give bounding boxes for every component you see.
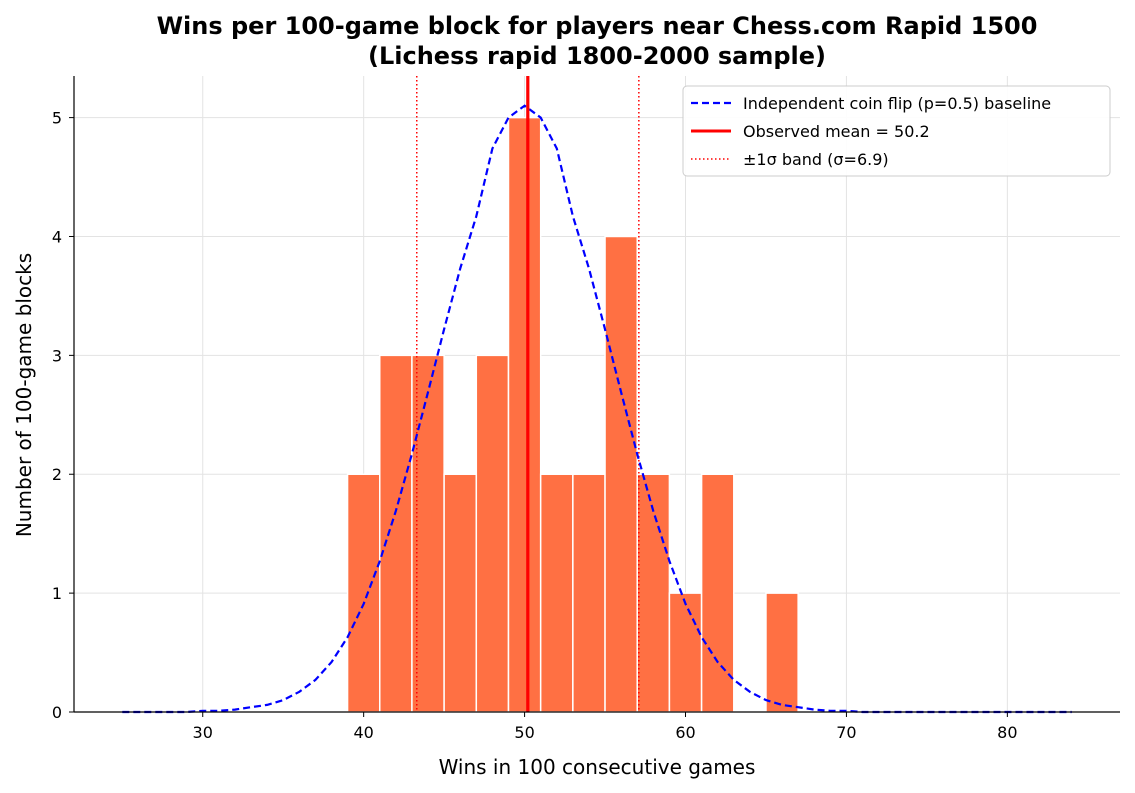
legend-sigma-label: ±1σ band (σ=6.9) (743, 150, 889, 169)
histogram-bar-11 (700, 473, 735, 713)
x-axis-label: Wins in 100 consecutive games (439, 755, 756, 779)
x-tick-label-1: 40 (353, 723, 373, 742)
chart-title: Wins per 100-game block for players near… (157, 12, 1038, 40)
histogram-bar-8 (604, 235, 638, 713)
histogram-bar-7 (572, 473, 606, 713)
axes: 30 40 50 60 70 80 0 1 2 3 4 5 (52, 76, 1120, 742)
y-tick-label-1: 1 (52, 584, 62, 603)
y-tick-label-4: 4 (52, 227, 62, 246)
histogram-bar-9 (636, 473, 671, 713)
chart-title-group: Wins per 100-game block for players near… (157, 12, 1038, 70)
histogram-bar-5 (507, 116, 542, 713)
x-tick-label-2: 50 (514, 723, 534, 742)
histogram-bar-3 (443, 473, 478, 713)
legend: Independent coin flip (p=0.5) baseline O… (682, 85, 1111, 177)
histogram-bar-12 (765, 592, 799, 713)
legend-baseline-label: Independent coin flip (p=0.5) baseline (743, 94, 1051, 113)
histogram-bar-1 (379, 354, 413, 713)
histogram-bar-10 (668, 592, 703, 713)
histogram-bar-4 (475, 354, 510, 713)
x-tick-label-3: 60 (675, 723, 695, 742)
y-tick-label-2: 2 (52, 465, 62, 484)
reference-lines (122, 76, 1072, 714)
y-axis-label: Number of 100-game blocks (12, 253, 36, 537)
baseline-curve (122, 104, 1072, 714)
chart-subtitle: (Lichess rapid 1800-2000 sample) (368, 42, 826, 70)
x-tick-label-0: 30 (193, 723, 213, 742)
x-tick-label-4: 70 (836, 723, 856, 742)
y-tick-label-5: 5 (52, 109, 62, 128)
y-tick-label-3: 3 (52, 346, 62, 365)
legend-box (682, 85, 1111, 177)
histogram-bar-0 (346, 473, 381, 713)
legend-mean-label: Observed mean = 50.2 (743, 122, 930, 141)
y-tick-label-0: 0 (52, 703, 62, 722)
histogram-bar-6 (539, 473, 574, 713)
x-tick-label-5: 80 (997, 723, 1017, 742)
histogram-bars (346, 116, 799, 713)
